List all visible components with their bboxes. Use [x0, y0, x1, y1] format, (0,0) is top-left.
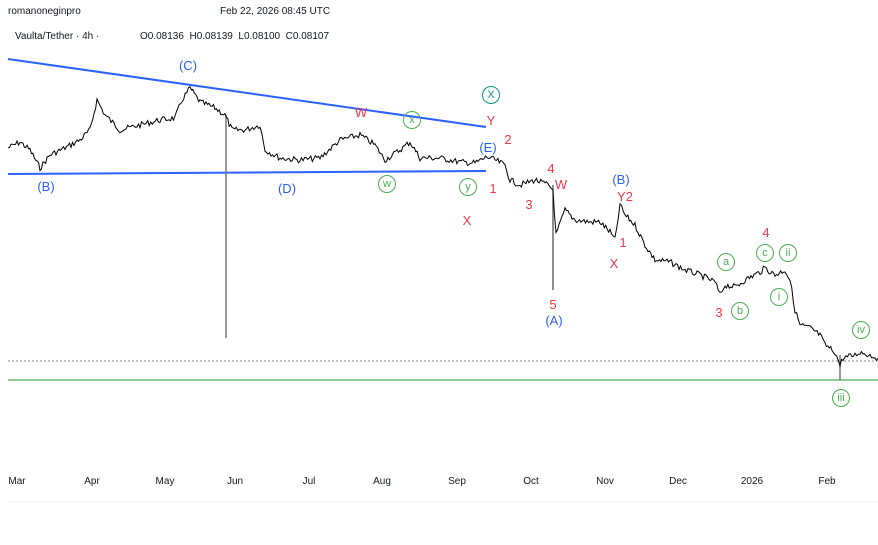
- wave-label: X: [609, 256, 619, 271]
- lower-trendline[interactable]: [7, 170, 487, 175]
- x-tick: 2026: [740, 476, 764, 487]
- wave-label: 3: [525, 197, 533, 212]
- wave-label: (D): [277, 181, 297, 196]
- wave-label-circled: i: [770, 288, 788, 306]
- wave-label-circled: ii: [779, 244, 797, 262]
- wave-label: X: [462, 213, 472, 228]
- x-tick: Apr: [84, 476, 100, 487]
- wave-label-circled: y: [459, 178, 477, 196]
- wave-label: 4: [762, 225, 770, 240]
- wave-label: 2: [504, 132, 512, 147]
- wave-label: Y: [486, 113, 496, 128]
- x-tick: Oct: [523, 476, 539, 487]
- x-tick: Sep: [448, 476, 466, 487]
- x-tick: Nov: [596, 476, 614, 487]
- wave-label-circled: iii: [832, 389, 850, 407]
- price-series: [7, 85, 878, 368]
- x-tick: May: [155, 476, 175, 487]
- x-tick: Jul: [302, 476, 316, 487]
- x-tick: Jun: [226, 476, 244, 487]
- author: romanoneginpro: [8, 6, 81, 17]
- x-tick: Mar: [8, 476, 26, 487]
- wave-label-circled: c: [756, 244, 774, 262]
- wave-label: W: [354, 105, 368, 120]
- wave-label-circled: a: [717, 253, 735, 271]
- wave-label: 3: [715, 305, 723, 320]
- wave-label-circled: b: [731, 302, 749, 320]
- wave-label: (B): [37, 179, 55, 194]
- wave-label: (B): [612, 172, 630, 187]
- wave-label-circled: w: [378, 175, 396, 193]
- x-tick: Dec: [669, 476, 687, 487]
- ohlc-values: O0.08136 H0.08139 L0.08100 C0.08107: [140, 31, 330, 42]
- wave-label: 1: [489, 181, 497, 196]
- wave-label: (C): [178, 58, 198, 73]
- wave-label: W: [554, 177, 568, 192]
- symbol-title: Vaulta/Tether · 4h ·: [15, 31, 100, 42]
- wave-label: 1: [619, 235, 627, 250]
- wave-label-circled: X: [482, 86, 500, 104]
- wave-label-circled: x: [403, 111, 421, 129]
- wave-label: Y2: [617, 189, 633, 204]
- x-tick: Feb: [818, 476, 836, 487]
- wave-label: (E): [479, 140, 497, 155]
- wave-label-circled: iv: [852, 321, 870, 339]
- x-tick: Aug: [373, 476, 391, 487]
- wave-label: 4: [547, 161, 555, 176]
- timestamp: Feb 22, 2026 08:45 UTC: [220, 6, 331, 17]
- wave-label: 5: [549, 297, 557, 312]
- wave-label: (A): [545, 313, 563, 328]
